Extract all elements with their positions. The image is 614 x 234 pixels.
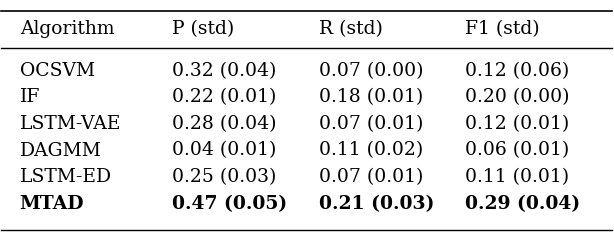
- Text: F1 (std): F1 (std): [465, 20, 540, 38]
- Text: 0.47 (0.05): 0.47 (0.05): [173, 195, 287, 213]
- Text: OCSVM: OCSVM: [20, 62, 95, 80]
- Text: 0.32 (0.04): 0.32 (0.04): [173, 62, 277, 80]
- Text: 0.22 (0.01): 0.22 (0.01): [173, 88, 277, 106]
- Text: MTAD: MTAD: [20, 195, 84, 213]
- Text: R (std): R (std): [319, 20, 383, 38]
- Text: 0.12 (0.06): 0.12 (0.06): [465, 62, 569, 80]
- Text: P (std): P (std): [173, 20, 235, 38]
- Text: 0.07 (0.00): 0.07 (0.00): [319, 62, 423, 80]
- Text: 0.06 (0.01): 0.06 (0.01): [465, 142, 569, 160]
- Text: 0.07 (0.01): 0.07 (0.01): [319, 168, 423, 186]
- Text: 0.25 (0.03): 0.25 (0.03): [173, 168, 277, 186]
- Text: 0.29 (0.04): 0.29 (0.04): [465, 195, 580, 213]
- Text: 0.07 (0.01): 0.07 (0.01): [319, 115, 423, 133]
- Text: 0.11 (0.01): 0.11 (0.01): [465, 168, 569, 186]
- Text: 0.12 (0.01): 0.12 (0.01): [465, 115, 569, 133]
- Text: 0.28 (0.04): 0.28 (0.04): [173, 115, 277, 133]
- Text: 0.20 (0.00): 0.20 (0.00): [465, 88, 570, 106]
- Text: 0.18 (0.01): 0.18 (0.01): [319, 88, 423, 106]
- Text: LSTM-VAE: LSTM-VAE: [20, 115, 121, 133]
- Text: 0.21 (0.03): 0.21 (0.03): [319, 195, 434, 213]
- Text: LSTM-ED: LSTM-ED: [20, 168, 112, 186]
- Text: IF: IF: [20, 88, 40, 106]
- Text: Algorithm: Algorithm: [20, 20, 114, 38]
- Text: 0.11 (0.02): 0.11 (0.02): [319, 142, 423, 160]
- Text: 0.04 (0.01): 0.04 (0.01): [173, 142, 277, 160]
- Text: DAGMM: DAGMM: [20, 142, 101, 160]
